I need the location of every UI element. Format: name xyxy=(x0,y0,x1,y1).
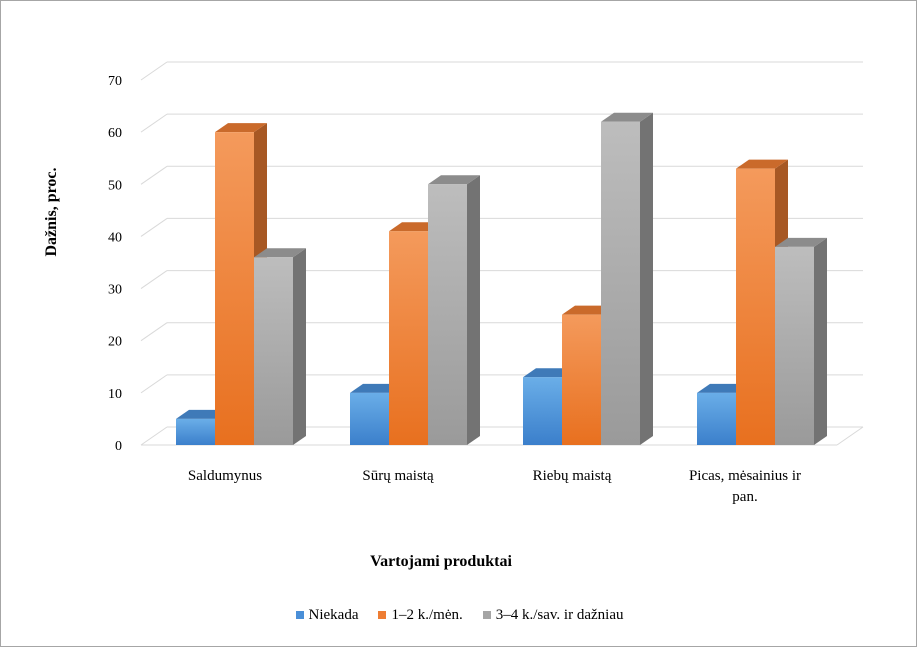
y-tick-label: 70 xyxy=(108,74,122,89)
legend-label: 3–4 k./sav. ir dažniau xyxy=(495,607,624,623)
gridline-diag xyxy=(140,374,168,394)
y-axis-title: Dažnis, proc. xyxy=(43,167,60,256)
bar-front xyxy=(775,246,814,445)
bar-top xyxy=(775,237,827,247)
x-tick-label: Sūrų maistą xyxy=(362,468,434,484)
y-tick-label: 30 xyxy=(108,283,122,298)
x-tick-label: Saldumynus xyxy=(188,468,262,484)
bar-front xyxy=(176,418,215,445)
legend: Niekada 1–2 k./mėn. 3–4 k./sav. ir dažniau xyxy=(1,607,917,624)
bars xyxy=(176,112,827,446)
bar xyxy=(428,175,480,446)
y-tick-label: 50 xyxy=(108,178,122,193)
bar-front xyxy=(254,257,293,445)
bar-front xyxy=(350,392,389,445)
legend-item: Niekada xyxy=(295,607,359,624)
legend-item: 3–4 k./sav. ir dažniau xyxy=(482,607,624,624)
bar xyxy=(775,237,827,445)
legend-swatch xyxy=(378,610,387,619)
bar-front xyxy=(736,168,775,445)
bar-front xyxy=(523,377,562,445)
bar xyxy=(254,248,306,445)
gridline-diag xyxy=(140,113,168,133)
gridline-diag xyxy=(140,270,168,289)
bar-side xyxy=(293,248,306,445)
bar-front xyxy=(697,392,736,445)
gridline-diag xyxy=(140,165,168,185)
bar-front xyxy=(215,132,254,445)
y-tick-label: 60 xyxy=(108,126,122,141)
bar xyxy=(736,159,788,445)
legend-item: 1–2 k./mėn. xyxy=(378,607,463,624)
bar-top xyxy=(736,159,788,169)
y-tick-label: 0 xyxy=(115,439,122,454)
legend-swatch xyxy=(295,610,304,619)
y-axis-ticks: 0 10 20 30 40 50 60 70 xyxy=(108,74,122,454)
bar-side xyxy=(640,112,653,445)
bar-top xyxy=(254,248,306,258)
bar-front xyxy=(428,184,467,446)
bar-side xyxy=(467,175,480,446)
gridline-diag xyxy=(140,322,168,342)
x-axis-title: Vartojami produktai xyxy=(370,553,512,570)
gridline-diag xyxy=(140,218,168,237)
x-axis-categories: Saldumynus Sūrų maistą Riebų maistą Picas, … xyxy=(188,468,801,505)
bar-front xyxy=(389,231,428,445)
bar-top xyxy=(428,175,480,185)
y-tick-label: 20 xyxy=(108,335,122,350)
bar-top xyxy=(601,112,653,122)
floor-edge-side xyxy=(836,426,864,446)
y-tick-label: 40 xyxy=(108,230,122,245)
gridline-diag xyxy=(140,426,168,446)
gridline-diag xyxy=(140,61,168,81)
bar-top xyxy=(215,123,267,133)
legend-label: 1–2 k./mėn. xyxy=(391,607,463,623)
y-tick-label: 10 xyxy=(108,387,122,402)
bar-side xyxy=(814,237,827,445)
legend-label: Niekada xyxy=(308,607,359,623)
legend-swatch xyxy=(482,610,491,619)
bar-front xyxy=(601,121,640,445)
bar-front xyxy=(562,314,601,445)
x-tick-label: Picas, mėsainius ir pan. xyxy=(689,468,801,505)
bar xyxy=(601,112,653,445)
x-tick-label: Riebų maistą xyxy=(533,468,612,484)
